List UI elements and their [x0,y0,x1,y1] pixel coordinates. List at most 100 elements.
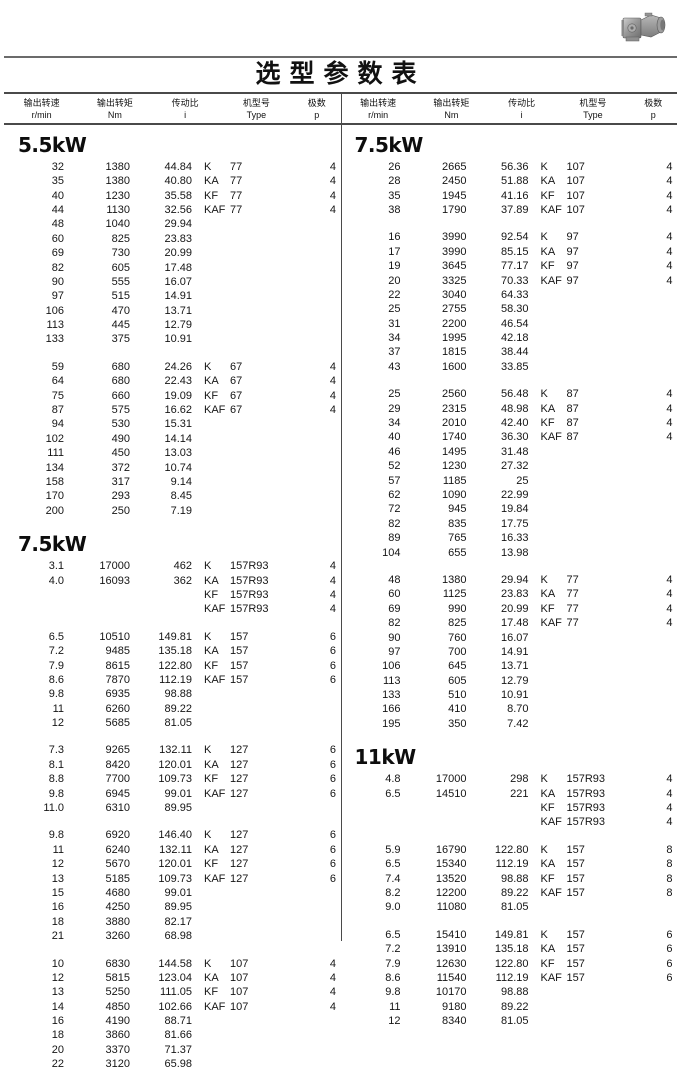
table-row: 106 470 13.71 [4,305,341,319]
cell-ratio: 22.43 [164,375,192,388]
cell-output-speed: 60 [388,588,401,601]
cell-type-prefix: K [540,160,548,173]
spec-block: 10 6830 144.58 K 107 4 12 5815 123.04 KA 107 4 13 525… [4,958,341,1073]
table-row: 28 2450 51.88 KA 107 4 [341,175,678,189]
cell-output-speed: 6.5 [385,858,401,871]
cell-output-torque: 12200 [435,886,467,899]
cell-type-prefix: K [204,560,212,573]
cell-output-speed: 20 [388,274,401,287]
table-row: 7.2 9485 135.18 KA 157 6 [4,645,341,659]
cell-output-torque: 530 [111,418,130,431]
header-poles-cn: 极数 [644,97,663,108]
cell-type-model: 87 [566,417,579,430]
cell-type-prefix: K [540,773,548,786]
cell-output-torque: 510 [448,689,467,702]
cell-output-torque: 12630 [435,957,467,970]
table-row: 97 515 14.91 [4,290,341,304]
table-row: 34 2010 42.40 KF 87 4 [341,417,678,431]
cell-type-prefix: K [540,843,548,856]
table-row: 11 6260 89.22 [4,703,341,717]
cell-poles: 4 [329,189,336,202]
cell-output-speed: 12 [51,971,64,984]
spec-block: 25 2560 56.48 K 87 4 29 2315 48.98 KA 87 4 34 2010 42.… [341,388,678,561]
cell-ratio: 7.42 [507,717,529,730]
cell-output-torque: 7870 [105,673,130,686]
cell-output-speed: 7.9 [385,957,401,970]
cell-poles: 8 [666,858,673,871]
table-header-right: 输出转速 r/min 输出转矩 Nm 传动比 i 机型号 Type 极数 p [341,94,678,123]
cell-poles: 4 [666,573,673,586]
cell-output-torque: 9485 [105,645,130,658]
cell-output-torque: 372 [111,461,130,474]
cell-output-speed: 12 [51,858,64,871]
cell-output-torque: 6935 [105,688,130,701]
cell-ratio: 102.66 [158,1000,192,1013]
spec-block: 5.9 16790 122.80 K 157 8 6.5 15340 112.19 KA 157 8 7… [341,844,678,916]
table-row: 90 760 16.07 [341,632,678,646]
cell-output-speed: 9.0 [385,901,401,914]
cell-poles: 4 [666,203,673,216]
cell-output-torque: 3990 [442,245,467,258]
cell-ratio: 123.04 [158,971,192,984]
cell-output-torque: 575 [111,404,130,417]
table-row: 22 3040 64.33 [341,289,678,303]
cell-ratio: 81.05 [500,1015,529,1028]
cell-ratio: 42.40 [500,417,529,430]
cell-poles: 4 [329,957,336,970]
cell-ratio: 89.95 [164,802,192,815]
cell-type-prefix: KF [540,957,555,970]
cell-type-model: 107 [230,986,249,999]
cell-type-model: 157 [566,928,585,941]
table-row: 133 375 10.91 [4,333,341,347]
table-row: 4.0 16093 362 KA 157R93 4 [4,575,341,589]
cell-output-torque: 645 [448,660,467,673]
table-row: 48 1380 29.94 K 77 4 [341,574,678,588]
cell-output-torque: 2315 [442,402,467,415]
spec-block: 7.3 9265 132.11 K 127 6 8.1 8420 120.01 KA 127 6 8.8… [4,744,341,816]
cell-type-model: 157 [230,673,249,686]
table-row: 12 5670 120.01 KF 127 6 [4,858,341,872]
cell-output-torque: 605 [111,261,130,274]
cell-output-speed: 16 [388,231,401,244]
spec-block: 26 2665 56.36 K 107 4 28 2450 51.88 KA 107 4 35 1945 4… [341,161,678,219]
cell-ratio: 9.14 [170,475,192,488]
cell-output-torque: 3880 [105,915,130,928]
cell-output-torque: 680 [111,360,130,373]
cell-output-torque: 293 [111,490,130,503]
cell-poles: 4 [666,402,673,415]
cell-ratio: 20.99 [164,247,192,260]
cell-type-prefix: KF [204,659,219,672]
cell-poles: 6 [329,773,336,786]
table-row: 29 2315 48.98 KA 87 4 [341,403,678,417]
cell-ratio: 89.95 [164,901,192,914]
cell-output-speed: 32 [51,160,64,173]
table-row: 82 835 17.75 [341,518,678,532]
header-rpm-en: r/min [368,109,389,120]
cell-ratio: 37.89 [500,203,529,216]
cell-output-torque: 375 [111,333,130,346]
cell-ratio: 7.19 [170,504,192,517]
cell-type-prefix: KAF [540,203,562,216]
cell-type-model: 157R93 [566,816,606,829]
cell-type-prefix: KF [204,588,219,601]
cell-output-torque: 6260 [105,702,130,715]
cell-output-torque: 1815 [442,346,467,359]
cell-type-model: 157 [566,943,585,956]
cell-ratio: 98.88 [500,986,529,999]
header-ratio-en: i [184,109,187,120]
cell-output-speed: 8.2 [385,886,401,899]
cell-output-torque: 1185 [442,474,467,487]
cell-ratio: 89.22 [500,1000,529,1013]
cell-output-torque: 16790 [435,843,467,856]
cell-output-speed: 11 [52,843,64,856]
cell-type-prefix: K [204,630,212,643]
table-row: 26 2665 56.36 K 107 4 [341,161,678,175]
power-rating-heading: 11kW [354,745,417,770]
cell-poles: 4 [329,986,336,999]
cell-ratio: 19.09 [164,389,192,402]
cell-ratio: 10.91 [164,333,192,346]
cell-poles: 4 [666,602,673,615]
cell-output-speed: 94 [51,418,64,431]
table-row: 62 1090 22.99 [341,489,678,503]
cell-type-model: 87 [566,402,579,415]
